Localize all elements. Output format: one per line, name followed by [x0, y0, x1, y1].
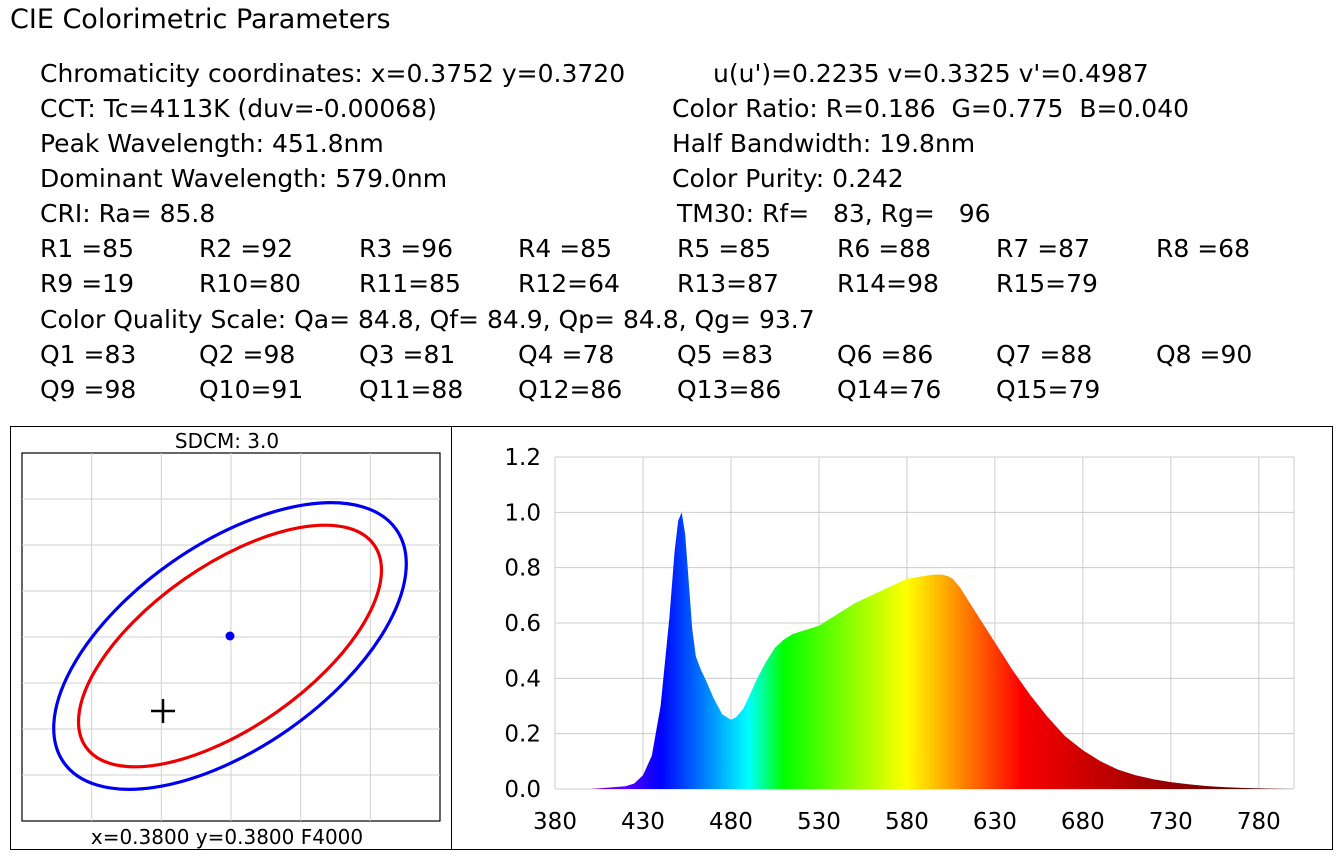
q-value: Q13=86	[677, 375, 782, 404]
q-value: Q3 =81	[359, 340, 456, 369]
r-value: R7 =87	[996, 234, 1090, 263]
x-tick-label: 380	[533, 809, 577, 835]
x-tick-label: 430	[621, 809, 665, 835]
param-row: Peak Wavelength: 451.8nm Half Bandwidth:…	[0, 126, 1341, 161]
color-quality-scale: Color Quality Scale: Qa= 84.8, Qf= 84.9,…	[40, 305, 815, 334]
q-value: Q1 =83	[40, 340, 137, 369]
dominant-wavelength: Dominant Wavelength: 579.0nm	[40, 164, 448, 193]
spectrum-panel: 0.0 0.2 0.4 0.6 0.8 1.0 1.2 380 430 480 530 580 630…	[451, 426, 1333, 850]
color-ratio: Color Ratio: R=0.186 G=0.775 B=0.040	[672, 94, 1190, 123]
cct-value: CCT: Tc=4113K (duv=-0.00068)	[40, 94, 437, 123]
r-value: R10=80	[199, 269, 301, 298]
spectrum-area	[555, 512, 1294, 789]
r-value: R15=79	[996, 269, 1098, 298]
y-axis-ticks: 0.0 0.2 0.4 0.6 0.8 1.0 1.2	[504, 445, 541, 803]
param-row: CCT: Tc=4113K (duv=-0.00068) Color Ratio…	[0, 91, 1341, 126]
q-value: Q14=76	[837, 375, 942, 404]
q-value: Q12=86	[518, 375, 623, 404]
spectrum-chart: 0.0 0.2 0.4 0.6 0.8 1.0 1.2 380 430 480 530 580 630…	[504, 445, 1295, 835]
measured-chromaticity-point	[225, 631, 235, 641]
q-value: Q10=91	[199, 375, 304, 404]
peak-wavelength: Peak Wavelength: 451.8nm	[40, 129, 384, 158]
q-value: Q9 =98	[40, 375, 137, 404]
x-tick-label: 630	[973, 809, 1017, 835]
r-value: R13=87	[677, 269, 779, 298]
r-value: R14=98	[837, 269, 939, 298]
q-values-row-1: Q1 =83 Q2 =98 Q3 =81 Q4 =78 Q5 =83 Q6 =8…	[0, 337, 1341, 372]
r-values-row-1: R1 =85 R2 =92 R3 =96 R4 =85 R5 =85 R6 =8…	[0, 231, 1341, 266]
r-value: R12=64	[518, 269, 620, 298]
q-value: Q15=79	[996, 375, 1101, 404]
y-tick-label: 0.2	[504, 722, 541, 748]
reference-crosshair-icon	[151, 699, 175, 723]
param-row: Chromaticity coordinates: x=0.3752 y=0.3…	[0, 56, 1341, 91]
y-tick-label: 0.6	[504, 611, 541, 637]
x-tick-label: 480	[709, 809, 753, 835]
sdcm-inner-ellipse	[76, 523, 384, 769]
r-value: R8 =68	[1156, 234, 1250, 263]
x-tick-label: 730	[1149, 809, 1193, 835]
y-tick-label: 1.0	[504, 500, 541, 526]
q-value: Q6 =86	[837, 340, 934, 369]
q-value: Q2 =98	[199, 340, 296, 369]
sdcm-outer-ellipse	[52, 501, 408, 791]
y-tick-label: 0.0	[504, 777, 541, 803]
param-row: Color Quality Scale: Qa= 84.8, Qf= 84.9,…	[0, 302, 1341, 337]
q-value: Q5 =83	[677, 340, 774, 369]
r-value: R1 =85	[40, 234, 134, 263]
x-axis-ticks: 380 430 480 530 580 630 680 730 780	[533, 809, 1281, 835]
chromaticity-coordinates: Chromaticity coordinates: x=0.3752 y=0.3…	[40, 59, 626, 88]
q-value: Q7 =88	[996, 340, 1093, 369]
x-tick-label: 780	[1237, 809, 1281, 835]
r-value: R9 =19	[40, 269, 134, 298]
y-tick-label: 1.2	[504, 445, 541, 471]
r-values-row-2: R9 =19 R10=80 R11=85 R12=64 R13=87 R14=9…	[0, 266, 1341, 301]
x-tick-label: 530	[797, 809, 841, 835]
param-row: Dominant Wavelength: 579.0nm Color Purit…	[0, 161, 1341, 196]
r-value: R4 =85	[518, 234, 612, 263]
half-bandwidth: Half Bandwidth: 19.8nm	[672, 129, 976, 158]
sdcm-header: SDCM: 3.0	[175, 429, 279, 453]
color-purity: Color Purity: 0.242	[672, 164, 904, 193]
x-tick-label: 580	[885, 809, 929, 835]
y-tick-label: 0.8	[504, 556, 541, 582]
uv-coordinates: u(u')=0.2235 v=0.3325 v'=0.4987	[713, 59, 1149, 88]
param-row: CRI: Ra= 85.8 TM30: Rf= 83, Rg= 96	[0, 196, 1341, 231]
r-value: R11=85	[359, 269, 461, 298]
y-tick-label: 0.4	[504, 666, 541, 692]
x-tick-label: 680	[1061, 809, 1105, 835]
q-value: Q8 =90	[1156, 340, 1253, 369]
r-value: R3 =96	[359, 234, 453, 263]
tm30-value: TM30: Rf= 83, Rg= 96	[677, 199, 991, 228]
sdcm-footer: x=0.3800 y=0.3800 F4000	[91, 825, 363, 849]
sdcm-panel: SDCM: 3.0 x=0.3800 y=0.3800 F4000	[10, 426, 452, 850]
page-title: CIE Colorimetric Parameters	[10, 4, 391, 35]
q-values-row-2: Q9 =98 Q10=91 Q11=88 Q12=86 Q13=86 Q14=7…	[0, 372, 1341, 407]
r-value: R2 =92	[199, 234, 293, 263]
r-value: R5 =85	[677, 234, 771, 263]
q-value: Q4 =78	[518, 340, 615, 369]
cri-value: CRI: Ra= 85.8	[40, 199, 216, 228]
sdcm-plot: SDCM: 3.0 x=0.3800 y=0.3800 F4000	[21, 429, 441, 849]
r-value: R6 =88	[837, 234, 931, 263]
q-value: Q11=88	[359, 375, 464, 404]
